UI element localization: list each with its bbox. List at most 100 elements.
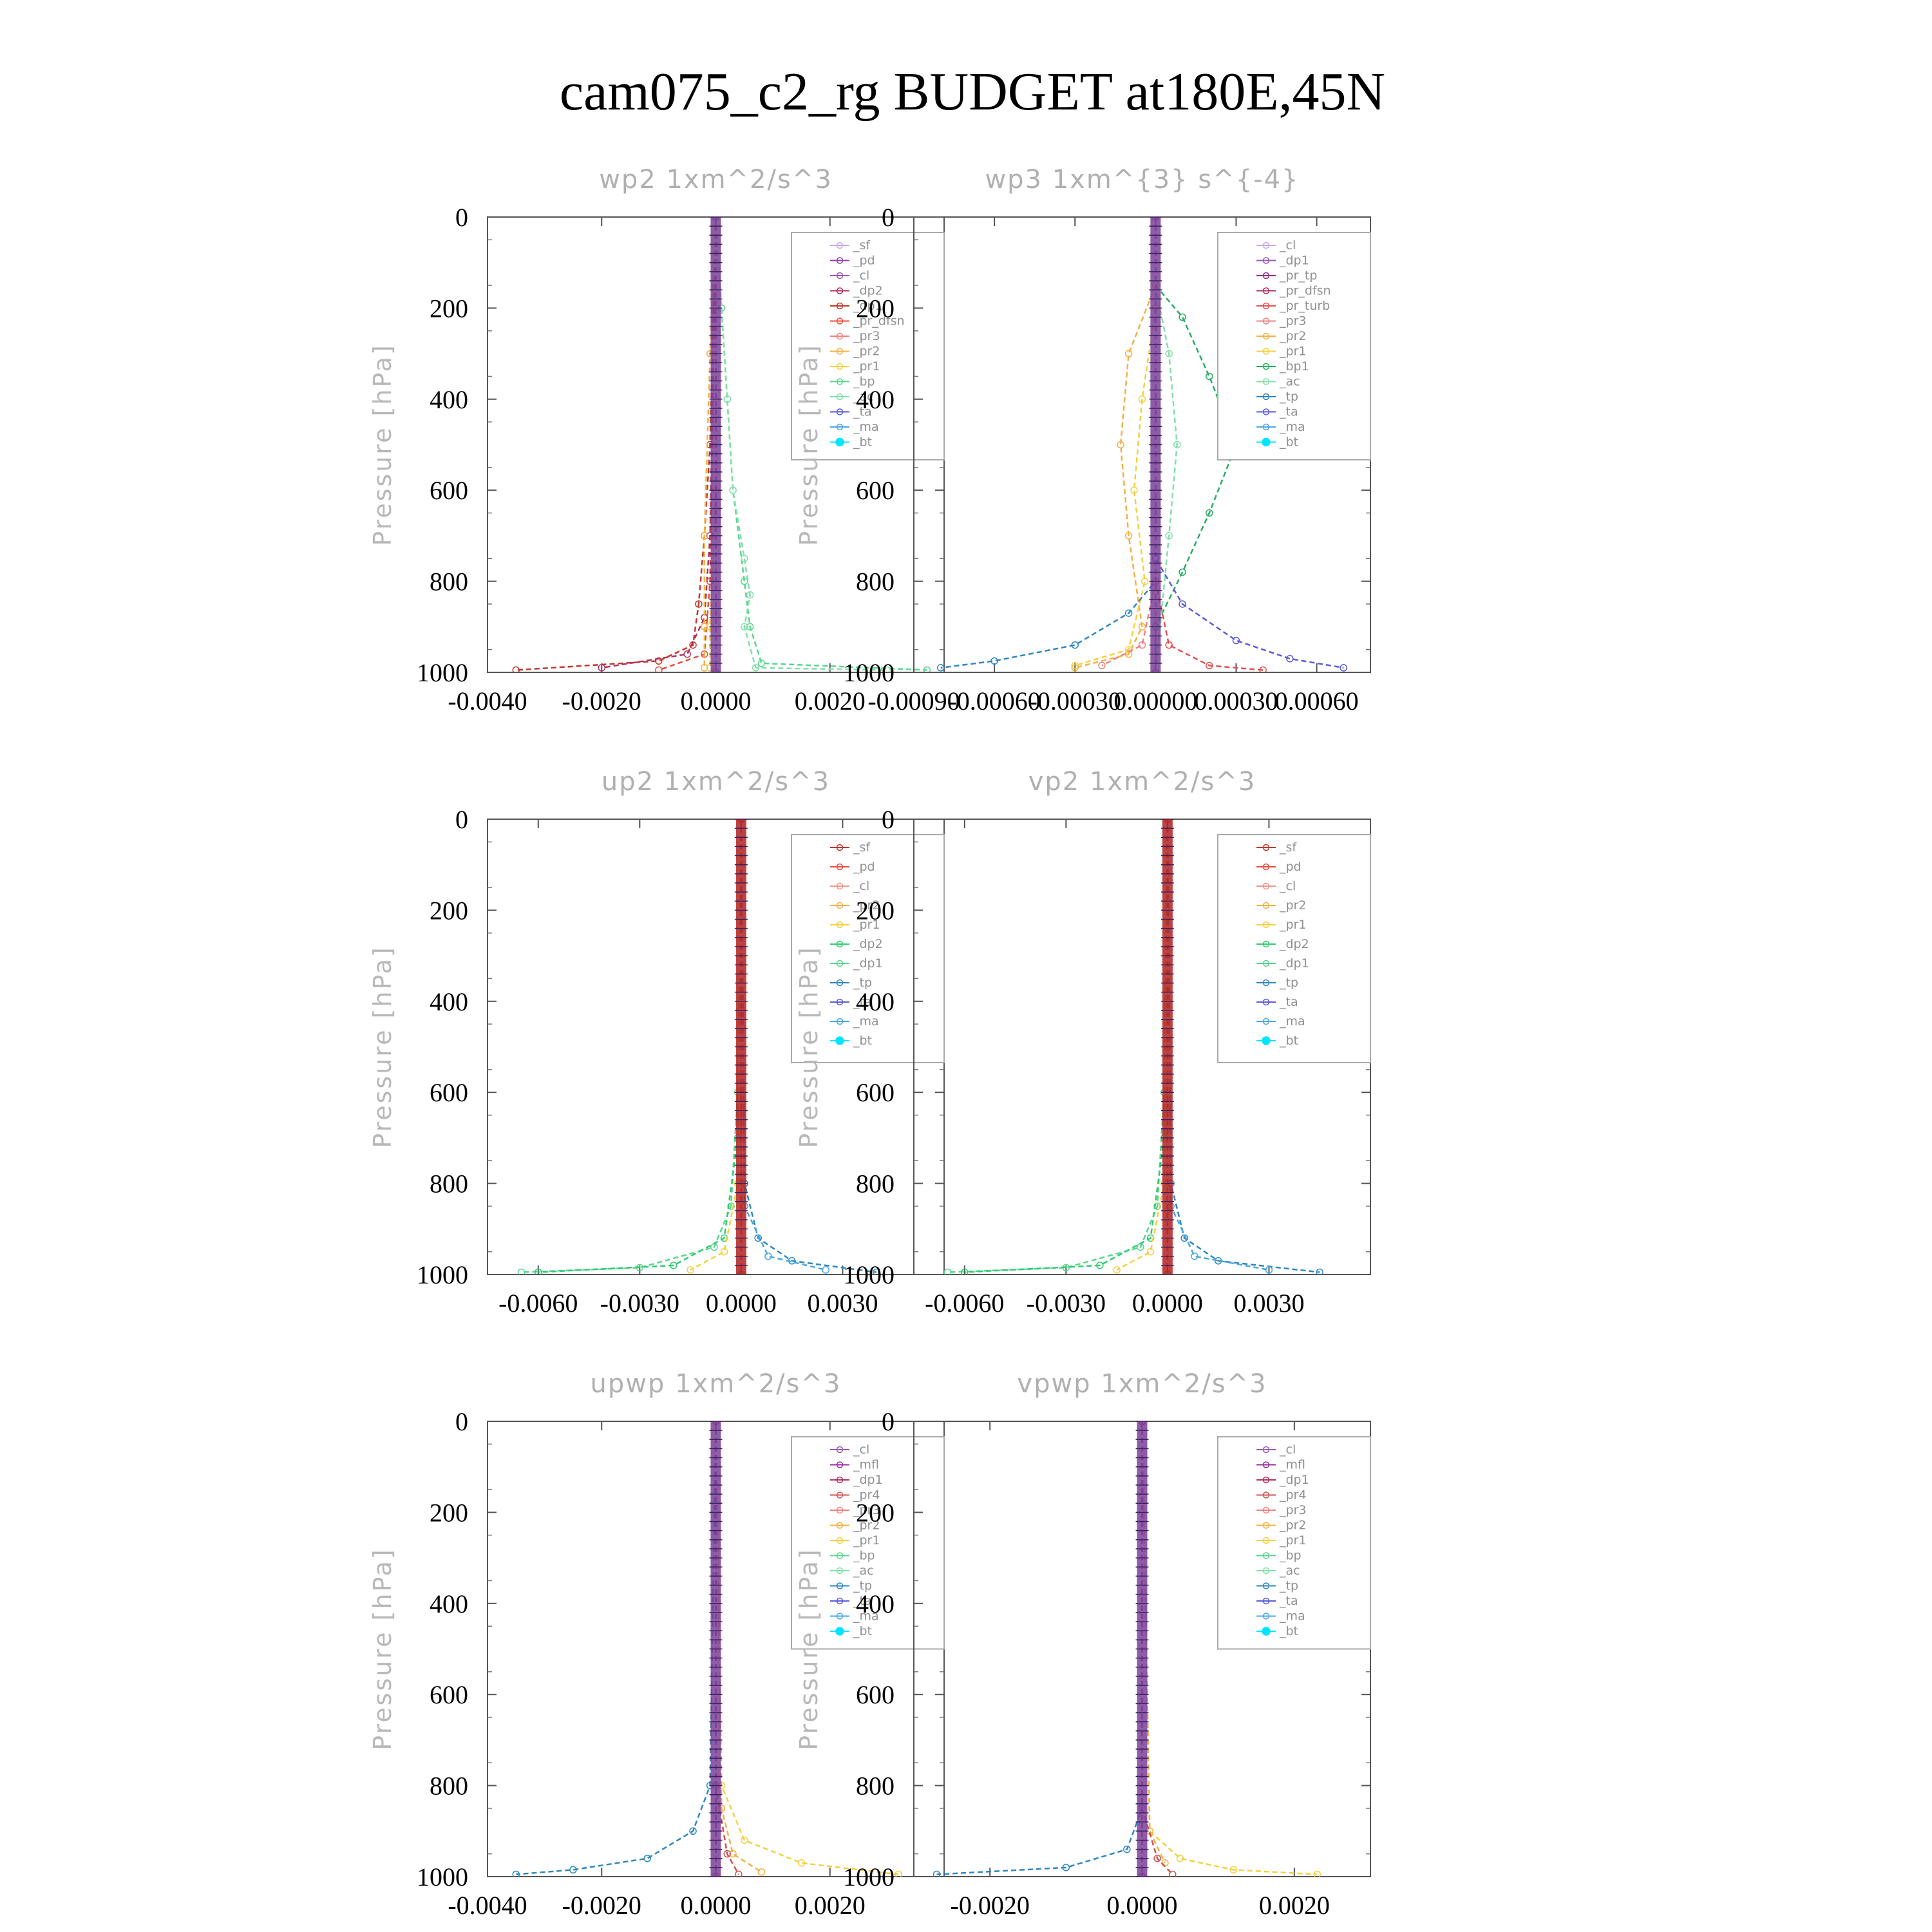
series-line-pr2 — [715, 1421, 762, 1873]
data-point-ac — [883, 666, 891, 672]
data-point-tp — [643, 1854, 651, 1862]
legend-marker — [836, 1522, 844, 1529]
series-line-pr1 — [1074, 308, 1157, 667]
legend-marker — [836, 960, 844, 967]
data-point-tp — [873, 1268, 880, 1274]
legend-label: _ta — [1279, 995, 1298, 1009]
legend-marker — [1262, 287, 1270, 294]
data-point-ta — [1179, 600, 1186, 608]
data-point-dp2_green — [1096, 1262, 1104, 1269]
y-tick-label: 600 — [430, 1680, 468, 1709]
legend-marker — [836, 378, 844, 385]
data-point-pr_dfsn — [701, 650, 708, 658]
legend-label: _ta — [853, 405, 872, 419]
series-line-ac — [715, 217, 887, 671]
legend-label: _pr2 — [853, 345, 880, 359]
legend-label: _pd — [853, 254, 875, 268]
y-tick-label: 1000 — [843, 1260, 895, 1289]
y-tick-label: 1000 — [417, 1260, 468, 1289]
legend-label: _cl — [853, 269, 869, 283]
y-tick-label: 1000 — [417, 658, 468, 687]
legend-label: _bt — [853, 435, 872, 450]
data-point-bp — [923, 666, 931, 672]
data-point-pr2 — [1124, 532, 1133, 540]
data-point-pr1 — [1113, 1266, 1121, 1274]
legend-marker — [836, 882, 844, 890]
legend-marker — [1262, 1522, 1270, 1529]
legend-marker — [836, 272, 844, 279]
y-tick-label: 200 — [856, 896, 895, 925]
legend-label: _tp — [1279, 1579, 1298, 1593]
legend-label: _pr2 — [1279, 329, 1306, 343]
legend-label: _pr4 — [1279, 1488, 1306, 1502]
data-point-bp — [757, 659, 766, 667]
y-tick-label: 0 — [455, 1407, 468, 1436]
y-tick-label: 800 — [430, 1772, 468, 1801]
legend-marker — [836, 979, 844, 987]
y-tick-label: 400 — [856, 1589, 895, 1618]
y-tick-label: 400 — [856, 987, 895, 1016]
legend-marker — [1262, 437, 1271, 447]
legend-marker — [1262, 363, 1270, 370]
legend-marker — [1262, 1018, 1270, 1025]
data-point-tp — [689, 1827, 697, 1835]
legend-marker — [1262, 921, 1270, 929]
legend-marker — [836, 332, 844, 340]
y-axis-label: Pressure [hPa] — [795, 1548, 823, 1750]
plot-area — [943, 819, 1323, 1274]
data-point-pr_turb — [1259, 666, 1267, 672]
panel-title: vpwp 1xm^2/s^3 — [1017, 1369, 1267, 1399]
x-tick-label: 0.0000 — [681, 687, 752, 715]
y-tick-label: 800 — [856, 1772, 895, 1801]
legend-marker — [1262, 902, 1270, 909]
legend-label: _pr3 — [1279, 314, 1306, 328]
legend-label: _dp2 — [853, 284, 883, 298]
legend-label: _tp — [1279, 390, 1298, 404]
plot-area — [517, 819, 880, 1274]
y-axis-label: Pressure [hPa] — [368, 945, 397, 1148]
legend-marker — [1262, 242, 1270, 249]
legend-label: _bt — [1279, 1034, 1298, 1048]
legend-label: _bp1 — [1279, 359, 1309, 374]
legend-label: _pr2 — [1279, 898, 1306, 913]
panel-4: vp2 1xm^2/s^3 Pressure [hPa] 0 200 400 600 800… — [795, 767, 1371, 1318]
legend-label: _ta — [853, 995, 872, 1009]
y-tick-label: 200 — [856, 294, 895, 323]
y-tick-label: 0 — [455, 805, 468, 834]
legend-label: _sf — [853, 238, 871, 252]
data-point-ac — [1165, 532, 1173, 540]
data-point-ac — [752, 664, 760, 672]
data-point-bp1 — [1179, 313, 1186, 321]
legend-label: _bt — [1279, 1624, 1298, 1638]
legend-marker — [1262, 423, 1270, 431]
data-point-dp2 — [683, 650, 691, 658]
data-point-ac — [1165, 350, 1173, 357]
legend-marker — [836, 317, 844, 325]
legend — [1217, 1436, 1371, 1650]
legend-marker — [836, 1492, 844, 1499]
x-tick-label: -0.0040 — [448, 1891, 527, 1920]
data-point-pr2 — [701, 664, 708, 672]
legend-marker — [836, 1597, 844, 1605]
legend-marker — [836, 363, 844, 370]
panel-title: upwp 1xm^2/s^3 — [591, 1369, 842, 1399]
legend-label: _dp1 — [853, 956, 883, 971]
series-line-pr_turb — [1155, 581, 1264, 671]
panel-title: wp3 1xm^{3} s^{-4} — [985, 165, 1299, 194]
x-tick-label: 0.0000 — [681, 1891, 752, 1920]
data-point-tp — [1316, 1268, 1323, 1274]
data-point-tp — [1062, 1864, 1070, 1871]
plot-area — [933, 1421, 1321, 1877]
series-line-tp — [516, 1421, 717, 1875]
legend-label: _dp1 — [853, 1473, 883, 1487]
y-tick-label: 200 — [430, 294, 468, 323]
data-point-pr2 — [757, 1868, 766, 1876]
legend-label: _ac — [1279, 1564, 1300, 1578]
legend-label: _pr1 — [1279, 1533, 1306, 1548]
y-tick-label: 800 — [430, 1170, 468, 1198]
series-line-dp2 — [601, 217, 717, 669]
x-tick-label: -0.0020 — [951, 1891, 1030, 1920]
y-axis-label: Pressure [hPa] — [368, 343, 397, 546]
legend-marker — [1262, 302, 1270, 310]
data-point-pr2 — [1117, 440, 1124, 449]
